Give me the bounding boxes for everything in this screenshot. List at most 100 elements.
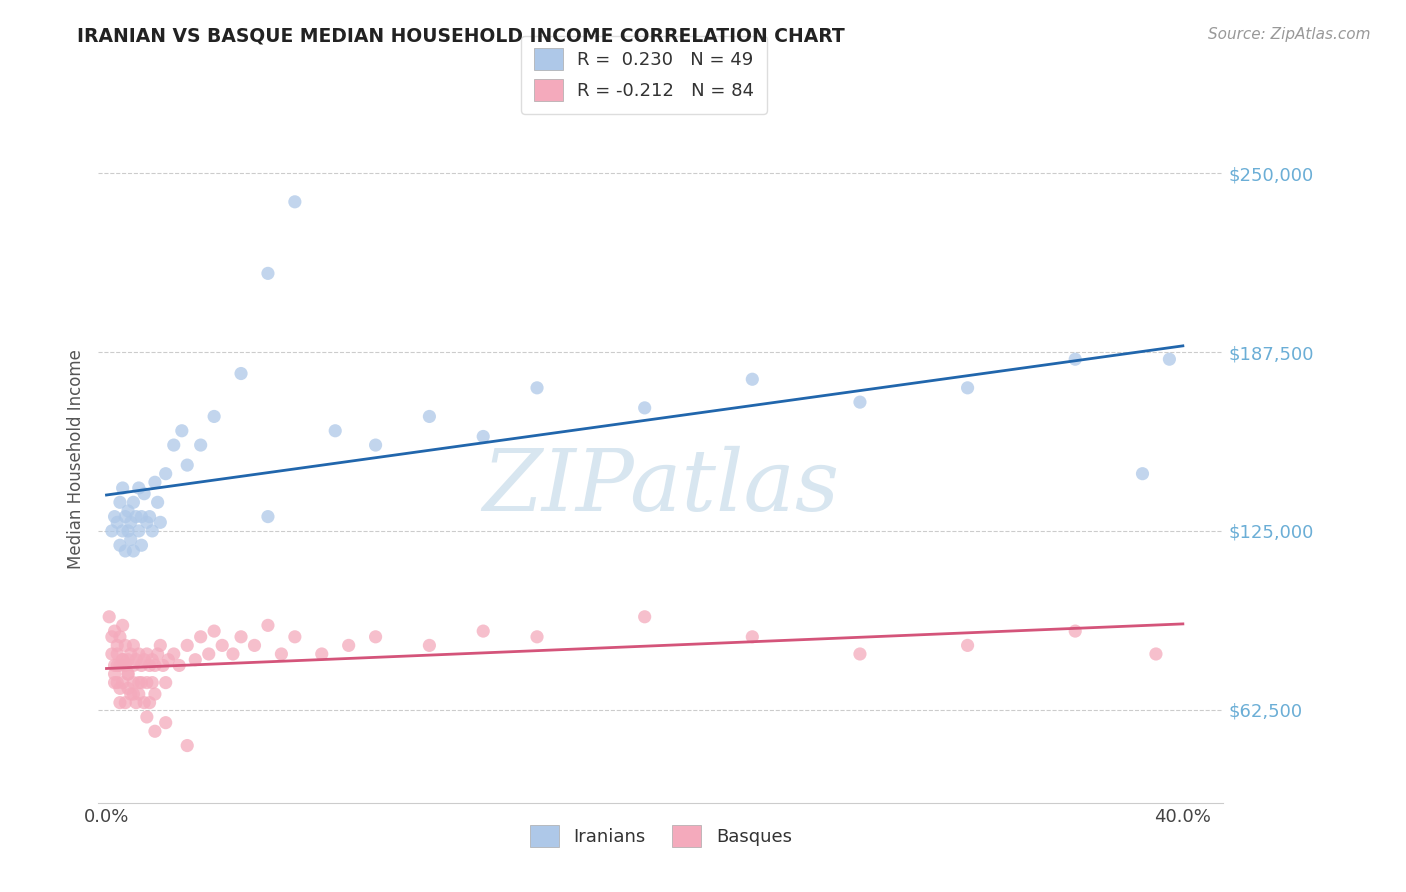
Point [122, 658, 145, 673]
Point [105, 639, 128, 653]
Point [105, 675, 128, 690]
Point [155, 467, 177, 481]
Point [105, 647, 128, 661]
Point [337, 639, 360, 653]
Point [103, 675, 125, 690]
Point [114, 639, 136, 653]
Point [184, 653, 207, 667]
Point [956, 639, 979, 653]
Point [157, 653, 180, 667]
Point [526, 381, 548, 395]
Point [284, 630, 307, 644]
Point [108, 495, 131, 509]
Point [131, 658, 153, 673]
Point [122, 687, 145, 701]
Point [155, 675, 177, 690]
Point [103, 624, 125, 639]
Point [163, 438, 186, 452]
Point [849, 647, 872, 661]
Point [122, 544, 145, 558]
Point [138, 509, 160, 524]
Point [108, 630, 131, 644]
Point [131, 509, 153, 524]
Point [190, 630, 212, 644]
Point [135, 675, 157, 690]
Point [128, 524, 150, 538]
Point [103, 509, 125, 524]
Point [98, 609, 121, 624]
Point [141, 675, 163, 690]
Point [176, 458, 198, 472]
Point [111, 675, 134, 690]
Point [105, 658, 128, 673]
Point [111, 524, 134, 538]
Point [634, 609, 657, 624]
Point [135, 516, 157, 530]
Point [122, 675, 145, 690]
Point [418, 639, 440, 653]
Point [103, 658, 125, 673]
Point [323, 424, 346, 438]
Point [114, 696, 136, 710]
Point [956, 381, 979, 395]
Point [101, 524, 124, 538]
Point [190, 438, 212, 452]
Point [122, 495, 145, 509]
Point [101, 647, 124, 661]
Point [146, 647, 169, 661]
Point [155, 715, 177, 730]
Point [176, 639, 198, 653]
Point [211, 639, 233, 653]
Point [111, 618, 134, 632]
Point [146, 495, 169, 509]
Point [138, 696, 160, 710]
Point [111, 653, 134, 667]
Point [134, 653, 156, 667]
Point [364, 438, 387, 452]
Point [120, 533, 142, 547]
Point [741, 372, 763, 386]
Point [108, 538, 131, 552]
Point [131, 538, 153, 552]
Point [117, 524, 139, 538]
Point [120, 647, 142, 661]
Point [131, 675, 153, 690]
Point [849, 395, 872, 409]
Point [270, 647, 292, 661]
Point [108, 696, 131, 710]
Point [128, 675, 150, 690]
Point [128, 687, 150, 701]
Point [202, 409, 225, 424]
Point [101, 630, 124, 644]
Text: IRANIAN VS BASQUE MEDIAN HOUSEHOLD INCOME CORRELATION CHART: IRANIAN VS BASQUE MEDIAN HOUSEHOLD INCOM… [77, 27, 845, 45]
Point [120, 687, 142, 701]
Point [222, 647, 245, 661]
Point [1159, 352, 1181, 367]
Point [197, 647, 219, 661]
Point [125, 509, 148, 524]
Point [472, 429, 495, 443]
Point [143, 475, 166, 490]
Point [202, 624, 225, 639]
Point [134, 487, 156, 501]
Point [257, 266, 280, 280]
Point [117, 667, 139, 681]
Point [125, 696, 148, 710]
Point [108, 658, 131, 673]
Point [1064, 624, 1087, 639]
Text: ZIPatlas: ZIPatlas [482, 445, 839, 528]
Point [117, 504, 139, 518]
Point [111, 653, 134, 667]
Point [120, 516, 142, 530]
Point [149, 516, 172, 530]
Point [243, 639, 266, 653]
Point [122, 639, 145, 653]
Point [1144, 647, 1167, 661]
Point [418, 409, 440, 424]
Point [1064, 352, 1087, 367]
Point [114, 509, 136, 524]
Point [364, 630, 387, 644]
Point [257, 618, 280, 632]
Point [128, 481, 150, 495]
Point [149, 639, 172, 653]
